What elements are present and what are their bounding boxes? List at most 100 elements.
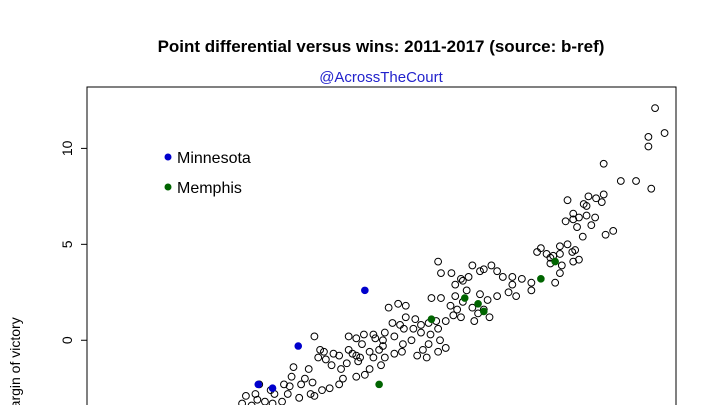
data-point-memphis xyxy=(427,315,436,323)
data-point xyxy=(371,334,380,343)
data-point xyxy=(437,269,445,278)
data-point xyxy=(358,340,366,348)
data-point-memphis xyxy=(474,300,482,308)
data-point xyxy=(375,345,384,354)
data-point xyxy=(437,294,445,302)
data-point xyxy=(354,357,363,366)
data-point xyxy=(344,345,353,354)
data-point xyxy=(468,303,477,312)
data-point xyxy=(493,292,502,301)
data-point xyxy=(434,257,443,266)
data-point xyxy=(380,353,389,362)
data-point xyxy=(329,349,338,358)
legend: Minnesota Memphis xyxy=(164,150,251,197)
data-point xyxy=(409,324,418,333)
data-point xyxy=(592,194,600,203)
data-point xyxy=(476,290,484,299)
data-point xyxy=(468,261,477,270)
data-point xyxy=(556,269,564,278)
data-point xyxy=(616,177,625,185)
data-point xyxy=(310,391,319,400)
data-point xyxy=(599,190,608,199)
data-point xyxy=(283,390,292,398)
data-point xyxy=(325,384,334,393)
data-point xyxy=(348,349,357,358)
data-point xyxy=(251,390,260,398)
data-point xyxy=(396,321,404,329)
data-point xyxy=(314,353,323,362)
legend-label: Minnesota xyxy=(177,150,251,167)
data-point xyxy=(424,340,433,348)
data-point xyxy=(422,353,431,362)
data-point xyxy=(573,223,581,231)
data-point xyxy=(591,213,600,222)
y-tick-label: 5 xyxy=(59,240,75,248)
data-point xyxy=(651,104,659,113)
data-point xyxy=(418,345,427,354)
data-point xyxy=(575,213,583,222)
legend-marker xyxy=(164,183,172,191)
data-point xyxy=(527,286,536,295)
data-point xyxy=(388,319,397,327)
data-point xyxy=(533,248,541,256)
y-axis-label: Margin of victory xyxy=(7,317,23,405)
data-point xyxy=(647,184,656,193)
data-point xyxy=(261,397,269,405)
data-point xyxy=(369,353,378,362)
data-point xyxy=(569,257,578,266)
data-point xyxy=(597,198,606,207)
data-point xyxy=(451,292,460,301)
data-point xyxy=(508,280,517,289)
data-point xyxy=(359,330,368,339)
data-point xyxy=(493,267,502,276)
data-point xyxy=(344,332,353,341)
data-point xyxy=(398,347,406,356)
data-point xyxy=(587,221,596,230)
data-point xyxy=(369,330,378,339)
y-axis: 0 5 10 xyxy=(59,140,87,344)
data-point-minnesota xyxy=(361,286,369,295)
data-point xyxy=(401,301,410,310)
data-point xyxy=(609,226,618,235)
data-point xyxy=(401,313,410,322)
chart-title: Point differential versus wins: 2011-201… xyxy=(158,37,605,56)
data-point xyxy=(462,286,471,295)
data-point xyxy=(504,288,513,297)
data-point xyxy=(557,261,566,270)
data-point xyxy=(321,355,330,364)
data-point xyxy=(556,250,564,258)
data-point xyxy=(394,299,403,308)
data-point xyxy=(253,395,262,404)
data-point xyxy=(427,294,436,302)
data-point xyxy=(411,315,420,324)
data-point xyxy=(479,265,488,274)
chart-subtitle: @AcrossTheCourt xyxy=(319,69,443,86)
data-point xyxy=(390,349,399,358)
data-point xyxy=(352,334,361,343)
data-point xyxy=(453,305,462,314)
legend-marker xyxy=(164,153,172,161)
data-point xyxy=(441,344,450,352)
data-point xyxy=(310,332,319,341)
data-point xyxy=(297,380,305,389)
data-point xyxy=(287,372,296,381)
data-point xyxy=(365,365,374,373)
data-point xyxy=(342,359,351,368)
data-point xyxy=(320,347,328,356)
data-point xyxy=(434,324,443,333)
data-point xyxy=(285,382,294,391)
data-point xyxy=(316,345,325,354)
data-point xyxy=(660,129,669,137)
data-points xyxy=(238,104,669,405)
data-point xyxy=(601,230,610,239)
data-point xyxy=(536,244,545,253)
data-point xyxy=(451,280,460,289)
data-point xyxy=(582,202,591,210)
data-point xyxy=(563,196,572,205)
data-point xyxy=(301,374,309,383)
data-point xyxy=(575,255,583,264)
data-point xyxy=(476,267,484,276)
data-point-memphis xyxy=(537,275,545,283)
data-point xyxy=(556,242,564,251)
data-point xyxy=(512,292,521,301)
